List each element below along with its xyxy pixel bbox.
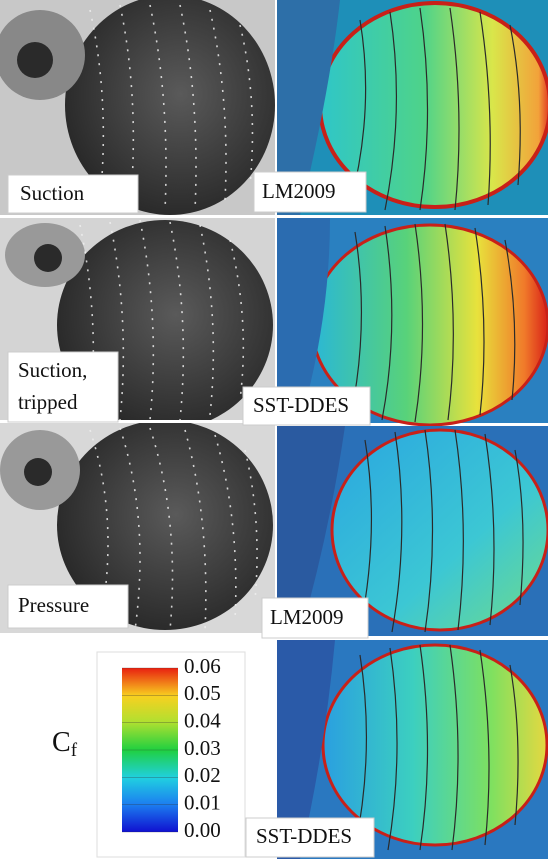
- panel-label: SST-DDES: [253, 393, 349, 417]
- panel-label: tripped: [18, 390, 78, 414]
- label-box: [7, 351, 119, 423]
- panel-label: Suction: [20, 181, 85, 205]
- colorbar-label-subscript: f: [71, 740, 78, 761]
- label-box: [7, 174, 139, 214]
- panel-label: LM2009: [270, 605, 344, 629]
- cfd-panel: [277, 0, 548, 215]
- colorbar-tick-label: 0.06: [184, 654, 221, 678]
- cfd-panel: [277, 640, 548, 859]
- cfd-panel: [277, 426, 548, 636]
- colorbar-tick-label: 0.03: [184, 736, 221, 760]
- colorbar-tick-label: 0.00: [184, 818, 221, 842]
- photo-panel: [0, 0, 275, 215]
- panel-label: Pressure: [18, 593, 89, 617]
- label-box: [242, 386, 371, 426]
- colorbar-tick-label: 0.05: [184, 681, 221, 705]
- label-box: [245, 817, 375, 858]
- label-box: [261, 597, 369, 639]
- colorbar-ticks: 0.00 0.01 0.02 0.03 0.04 0.05 0.06: [122, 654, 221, 842]
- photo-panel: [0, 423, 275, 633]
- colorbar-tick-label: 0.02: [184, 763, 221, 787]
- label-box: [253, 171, 367, 213]
- colorbar-label-main: C: [52, 727, 71, 758]
- colorbar-tick-label: 0.04: [184, 708, 221, 732]
- panel-label: SST-DDES: [256, 824, 352, 848]
- colorbar-tick-label: 0.01: [184, 790, 221, 814]
- panel-label: LM2009: [262, 179, 336, 203]
- panel-label: Suction,: [18, 358, 87, 382]
- colorbar-label: Cf: [52, 727, 78, 761]
- label-box: [7, 584, 129, 629]
